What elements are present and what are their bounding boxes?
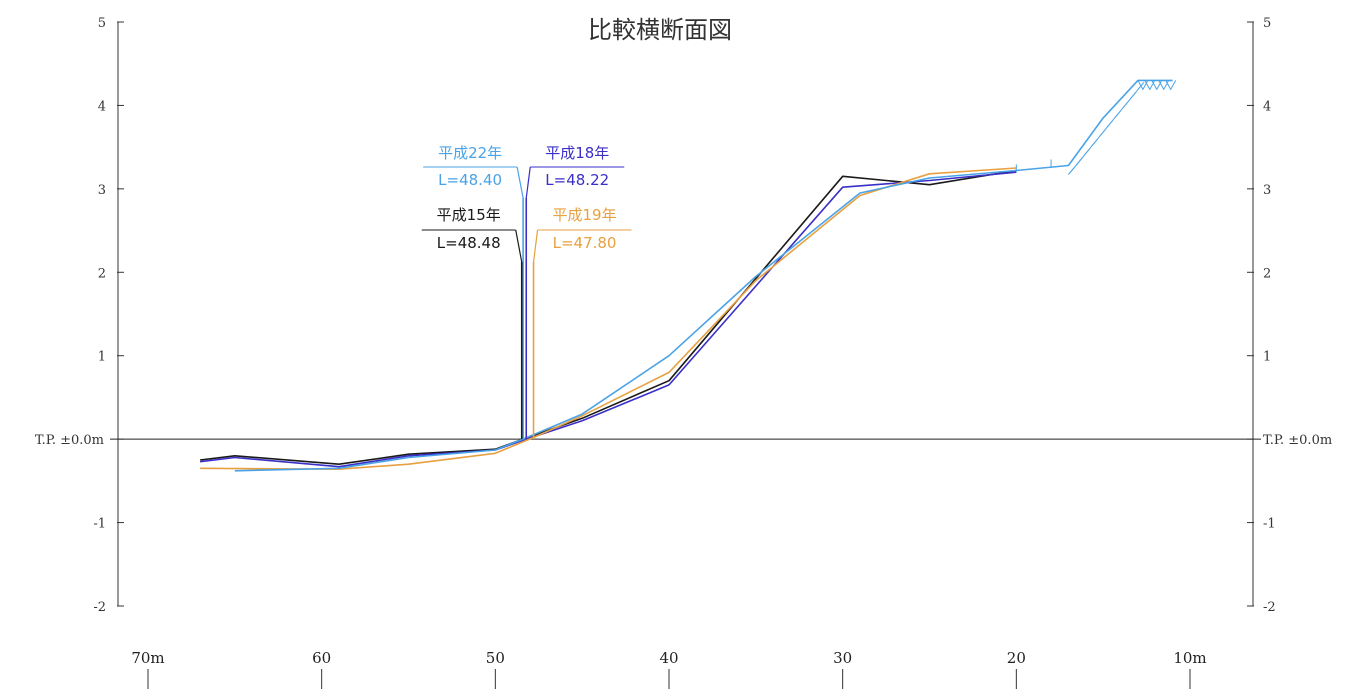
annotation-leader — [532, 229, 539, 263]
annotation-leader — [516, 166, 524, 199]
y-tick-label-left: T.P. ±0.0m — [35, 433, 104, 448]
chart-title: 比較横断面図 — [588, 16, 732, 44]
y-tick-label-left: 2 — [98, 266, 106, 281]
annotation-layer: 平成22年 L=48.40 平成18年 L=48.22 平成15年 L=48.48 平成19… — [421, 144, 632, 440]
annotation-label: 平成19年 — [552, 206, 616, 224]
annotation-value: L=48.22 — [545, 171, 609, 189]
y-tick-label-right: 2 — [1263, 266, 1271, 281]
annotation-label: 平成15年 — [437, 206, 501, 224]
x-tick-label: 10m — [1173, 649, 1206, 667]
annotation-value: L=47.80 — [553, 234, 617, 252]
annotation-平成22年: 平成22年 L=48.40 — [423, 144, 524, 440]
y-tick-label-left: 5 — [98, 16, 106, 31]
annotation-label: 平成22年 — [438, 144, 502, 162]
x-tick-label: 60 — [312, 649, 331, 667]
revetment-zigzag — [1068, 82, 1145, 175]
annotation-平成15年: 平成15年 L=48.48 — [421, 206, 523, 440]
x-tick-label: 50 — [486, 649, 505, 667]
x-tick-label: 20 — [1007, 649, 1026, 667]
x-tick-label: 30 — [833, 649, 852, 667]
axes: 5 4 3 2 1 T.P. ±0.0m -1 -2 5 4 3 2 1 T.P. ±0.0m -1 -2 70… — [35, 16, 1332, 689]
y-tick-label-right: T.P. ±0.0m — [1263, 433, 1332, 448]
annotation-leader — [525, 166, 531, 199]
annotation-leader — [515, 229, 523, 263]
y-tick-label-left: -2 — [93, 600, 106, 615]
annotation-平成19年: 平成19年 L=47.80 — [532, 206, 632, 440]
revetment-hatch — [1015, 80, 1177, 175]
y-tick-label-right: 1 — [1263, 350, 1271, 365]
annotation-value: L=48.40 — [438, 171, 502, 189]
annotation-平成18年: 平成18年 L=48.22 — [525, 144, 625, 440]
series-line — [234, 79, 1173, 472]
y-tick-label-right: -2 — [1263, 600, 1276, 615]
y-tick-label-right: 5 — [1263, 16, 1271, 31]
y-tick-label-left: 4 — [98, 99, 106, 114]
y-tick-label-right: 3 — [1263, 183, 1271, 198]
y-tick-label-left: 3 — [98, 183, 106, 198]
crest-hatch — [1137, 80, 1177, 91]
x-tick-label: 40 — [659, 649, 678, 667]
y-tick-label-right: -1 — [1263, 517, 1276, 532]
annotation-label: 平成18年 — [545, 144, 609, 162]
y-tick-label-left: 1 — [98, 350, 106, 365]
series-layer — [200, 79, 1177, 472]
y-tick-label-left: -1 — [93, 517, 106, 532]
y-tick-label-right: 4 — [1263, 99, 1271, 114]
annotation-value: L=48.48 — [437, 234, 501, 252]
x-tick-label: 70m — [131, 649, 164, 667]
